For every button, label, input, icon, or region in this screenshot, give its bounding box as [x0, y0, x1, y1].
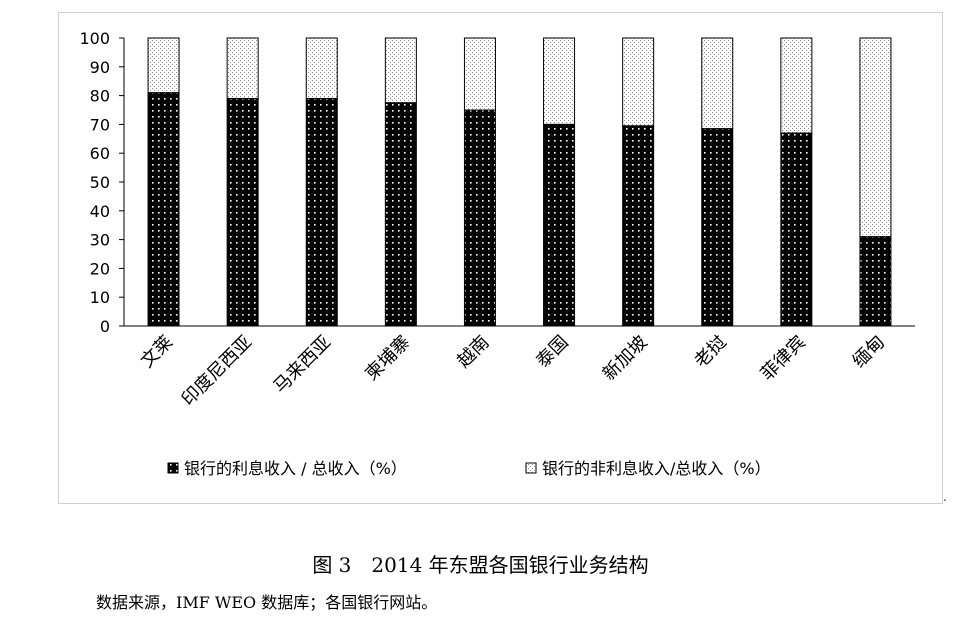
- legend-label-noninterest: 银行的非利息收入/总收入（%）: [542, 459, 771, 478]
- bar-interest-9: [780, 132, 813, 327]
- y-tick-label: 90: [90, 58, 110, 77]
- y-tick-label: 60: [90, 144, 110, 163]
- x-category-label: 柬埔寨: [361, 332, 414, 385]
- y-tick-label: 20: [90, 259, 110, 278]
- x-category-label: 文莱: [137, 332, 177, 372]
- x-category-label: 马来西亚: [270, 332, 336, 398]
- bar-noninterest-10: [859, 37, 892, 238]
- x-category-label: 老挝: [690, 332, 730, 372]
- bar-interest-10: [859, 236, 892, 327]
- bar-noninterest-5: [463, 37, 496, 111]
- y-tick-label: 50: [90, 173, 110, 192]
- x-category-label: 菲律宾: [757, 332, 810, 385]
- bar-interest-4: [384, 102, 417, 327]
- bar-noninterest-2: [226, 37, 259, 99]
- y-tick-label: 80: [90, 87, 110, 106]
- bar-noninterest-1: [147, 37, 180, 94]
- legend-swatch-noninterest: [525, 462, 537, 474]
- y-tick-label: 70: [90, 115, 110, 134]
- bar-interest-6: [543, 123, 576, 327]
- bar-noninterest-3: [305, 37, 338, 99]
- bar-interest-3: [305, 97, 338, 327]
- end-mark: .: [943, 490, 947, 504]
- x-category-label: 缅甸: [849, 332, 889, 372]
- y-tick-label: 10: [90, 288, 110, 307]
- bar-noninterest-4: [384, 37, 417, 104]
- legend-swatch-interest: [167, 462, 179, 474]
- bar-interest-2: [226, 97, 259, 327]
- y-tick-label: 30: [90, 231, 110, 250]
- y-tick-label: 0: [100, 317, 110, 336]
- bar-interest-7: [622, 125, 655, 327]
- legend-label-interest: 银行的利息收入 / 总收入（%）: [184, 459, 407, 478]
- x-category-label: 越南: [453, 332, 493, 372]
- bar-interest-1: [147, 92, 180, 327]
- figure-caption: 图 3 2014 年东盟各国银行业务结构: [312, 553, 649, 577]
- bar-noninterest-7: [622, 37, 655, 127]
- bar-noninterest-8: [701, 37, 734, 130]
- x-category-label: 印度尼西亚: [178, 332, 256, 410]
- x-category-label: 泰国: [532, 332, 572, 372]
- bar-noninterest-6: [543, 37, 576, 125]
- x-category-label: 新加坡: [599, 332, 652, 385]
- y-tick-label: 100: [79, 29, 110, 48]
- chart-frame: [58, 12, 943, 504]
- bar-interest-8: [701, 128, 734, 327]
- bar-noninterest-9: [780, 37, 813, 134]
- y-tick-label: 40: [90, 202, 110, 221]
- data-source-note: 数据来源，IMF WEO 数据库；各国银行网站。: [96, 593, 438, 612]
- bar-interest-5: [463, 109, 496, 327]
